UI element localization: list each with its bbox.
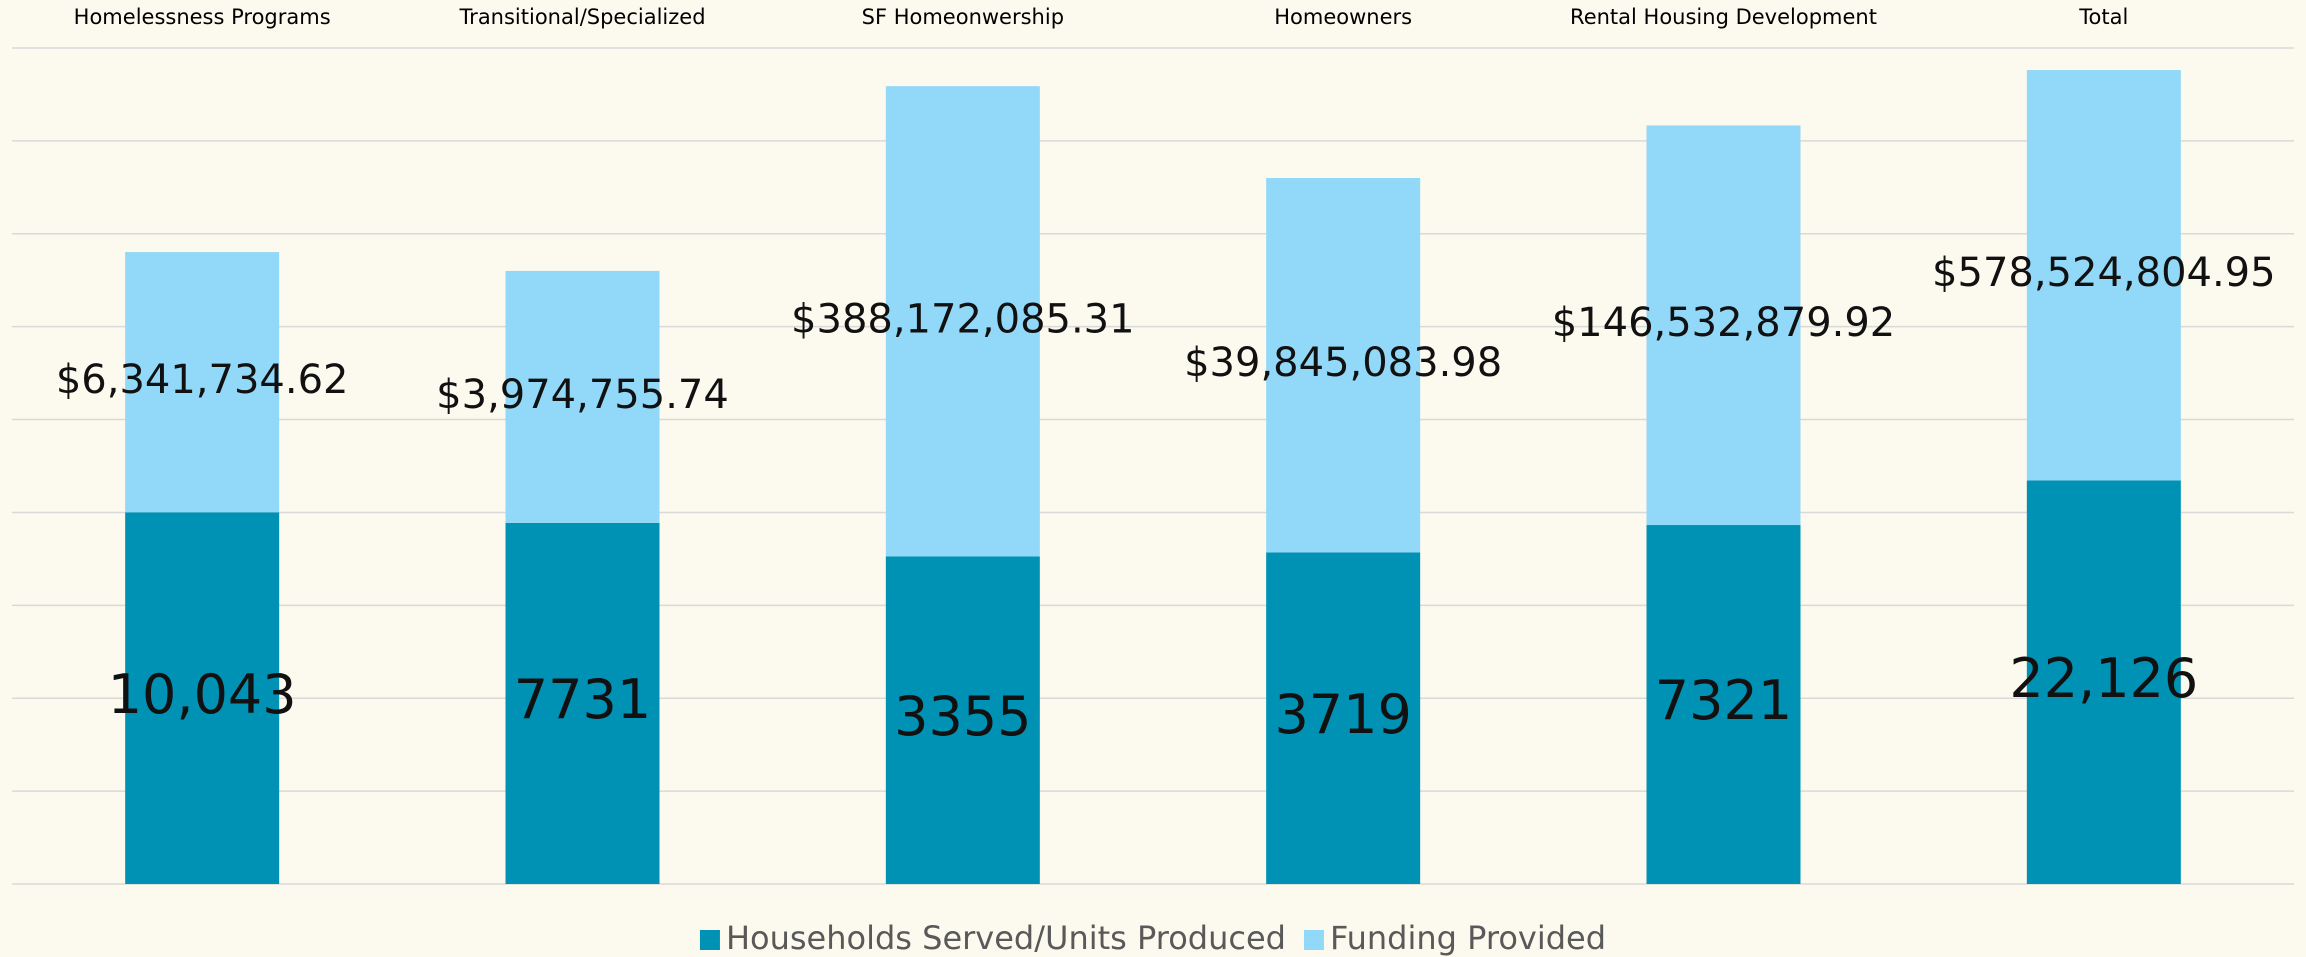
bar-segment — [1646, 125, 1801, 526]
legend-swatch — [699, 930, 720, 950]
value-label: $6,341,734.62 — [56, 357, 349, 403]
category-label: Total — [2078, 5, 2128, 29]
value-label: $39,845,083.98 — [1184, 340, 1502, 386]
bar-segment — [2026, 70, 2181, 481]
legend-swatch — [1303, 930, 1324, 950]
bar-segment — [1266, 552, 1421, 884]
value-label: 22,126 — [2009, 647, 2198, 710]
category-label: SF Homeonwership — [862, 5, 1064, 29]
value-label: $3,974,755.74 — [436, 372, 729, 418]
category-label: Homelessness Programs — [74, 5, 331, 29]
category-label: Homeowners — [1274, 5, 1412, 29]
value-label: 3719 — [1274, 683, 1411, 746]
value-label: 7731 — [514, 668, 651, 731]
legend-label: Households Served/Units Produced — [726, 919, 1286, 957]
bar-segment — [505, 270, 660, 523]
bar-segment — [125, 512, 280, 884]
bar-segment — [2026, 480, 2181, 884]
category-label: Transitional/Specialized — [458, 5, 705, 29]
bar-segment — [885, 86, 1040, 557]
bar-segment — [505, 522, 660, 884]
value-label: 10,043 — [108, 663, 297, 726]
value-label: $388,172,085.31 — [791, 296, 1135, 342]
bar-segment — [1646, 525, 1801, 884]
legend: Households Served/Units Produced Funding … — [699, 919, 1606, 957]
bar-segment — [885, 556, 1040, 884]
category-label: Rental Housing Development — [1570, 5, 1877, 29]
value-label: $578,524,804.95 — [1932, 250, 2276, 296]
bar-segment — [125, 252, 280, 513]
legend-label: Funding Provided — [1330, 919, 1606, 957]
value-label: 3355 — [894, 685, 1031, 748]
value-label: 7321 — [1655, 669, 1792, 732]
value-label: $146,532,879.92 — [1552, 300, 1896, 346]
bar-segment — [1266, 178, 1421, 553]
